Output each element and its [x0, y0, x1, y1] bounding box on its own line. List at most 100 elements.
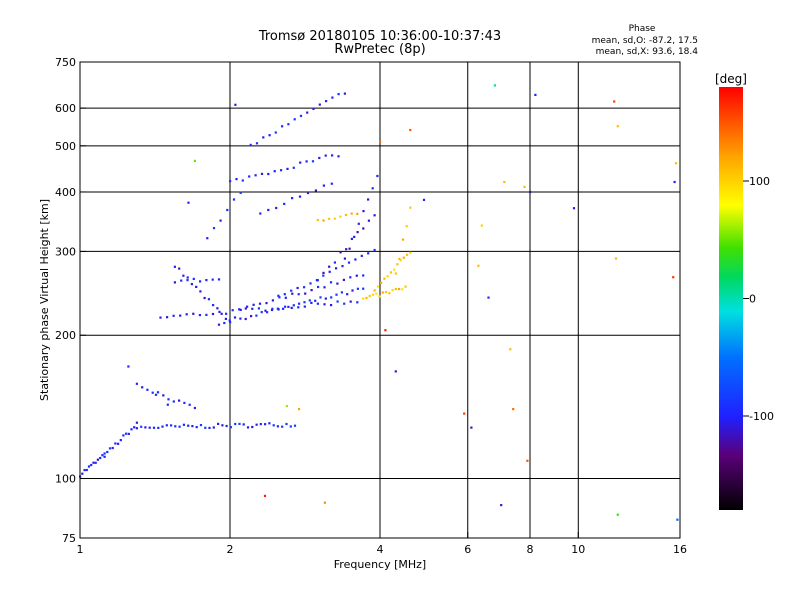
colorbar-gradient: [719, 87, 743, 510]
data-point: [186, 276, 189, 279]
data-point: [241, 179, 244, 182]
data-point: [480, 224, 483, 227]
data-point: [273, 170, 276, 173]
data-point: [267, 172, 270, 176]
data-point: [192, 277, 195, 280]
data-point: [218, 310, 221, 313]
data-point: [297, 408, 301, 411]
data-point: [512, 408, 515, 411]
data-point: [674, 162, 678, 165]
data-point: [673, 180, 676, 184]
data-point: [398, 257, 401, 260]
y-tick-label: 100: [55, 473, 76, 486]
data-point: [268, 134, 271, 137]
data-point: [205, 313, 208, 316]
data-point: [317, 285, 320, 289]
x-tick-label: 6: [464, 543, 471, 556]
data-point: [362, 274, 365, 277]
data-point: [101, 454, 104, 457]
data-point: [376, 285, 379, 288]
data-point: [270, 308, 274, 312]
data-point: [291, 292, 294, 295]
data-point: [290, 306, 293, 309]
data-point: [355, 274, 358, 277]
data-points: [79, 84, 679, 521]
data-point: [291, 197, 294, 200]
data-point: [368, 294, 371, 298]
data-point: [293, 118, 296, 121]
data-point: [157, 426, 160, 429]
data-point: [212, 227, 216, 230]
data-point: [103, 455, 106, 458]
data-point: [180, 279, 183, 282]
stats-line-x: mean, sd,X: 93.6, 18.4: [596, 47, 699, 57]
data-point: [272, 424, 275, 427]
data-point: [389, 271, 392, 274]
data-point: [193, 406, 196, 410]
data-point: [298, 302, 301, 305]
data-point: [523, 185, 526, 188]
x-tick-label: 4: [377, 543, 384, 556]
data-point: [348, 247, 351, 250]
data-point: [341, 265, 344, 268]
data-point: [278, 296, 281, 299]
data-point: [308, 299, 311, 302]
data-point: [373, 248, 376, 252]
data-point: [193, 159, 196, 162]
data-point: [178, 399, 181, 402]
data-point: [297, 306, 300, 309]
data-point: [135, 427, 138, 430]
data-point: [324, 154, 327, 157]
y-tick-labels: 75 100 200 300 400 500 600 750: [55, 56, 86, 545]
data-point: [212, 304, 215, 307]
data-point: [119, 439, 122, 442]
data-point: [239, 191, 242, 194]
data-point: [367, 198, 370, 201]
data-point: [260, 311, 263, 314]
data-point: [529, 190, 532, 194]
data-point: [87, 465, 91, 468]
data-point: [422, 198, 426, 201]
data-point: [305, 160, 308, 163]
data-point: [166, 316, 169, 319]
data-point: [351, 289, 354, 292]
data-point: [405, 225, 408, 228]
data-point: [526, 459, 529, 462]
data-point: [231, 309, 234, 312]
data-point: [343, 302, 346, 305]
data-point: [335, 293, 338, 296]
data-point: [356, 301, 359, 304]
data-point: [185, 313, 188, 316]
data-point: [613, 100, 616, 103]
data-point: [384, 291, 388, 294]
data-point: [346, 293, 349, 296]
data-point: [360, 254, 363, 257]
x-tick-label: 1: [77, 543, 84, 556]
data-point: [404, 285, 407, 288]
data-point: [228, 319, 231, 322]
data-point: [298, 195, 302, 198]
data-point: [174, 425, 177, 428]
data-point: [306, 111, 309, 114]
colorbar-tick-label: -100: [749, 410, 774, 423]
data-point: [233, 316, 237, 319]
data-point: [275, 206, 278, 210]
data-point: [224, 317, 227, 320]
data-point: [396, 263, 399, 266]
data-point: [162, 394, 165, 397]
x-tick-labels: 1 2 4 6 8 10 16: [77, 532, 687, 556]
data-point: [161, 425, 164, 428]
data-point: [234, 422, 237, 426]
data-point: [242, 423, 245, 426]
data-point: [83, 469, 86, 472]
data-point: [337, 93, 340, 96]
data-point: [401, 238, 405, 241]
data-point: [362, 297, 365, 300]
data-point: [303, 286, 306, 289]
data-point: [204, 426, 207, 429]
y-tick-label: 600: [55, 102, 76, 115]
x-tick-label: 8: [527, 543, 534, 556]
data-point: [333, 217, 336, 220]
data-point: [306, 191, 310, 195]
data-point: [246, 426, 250, 429]
